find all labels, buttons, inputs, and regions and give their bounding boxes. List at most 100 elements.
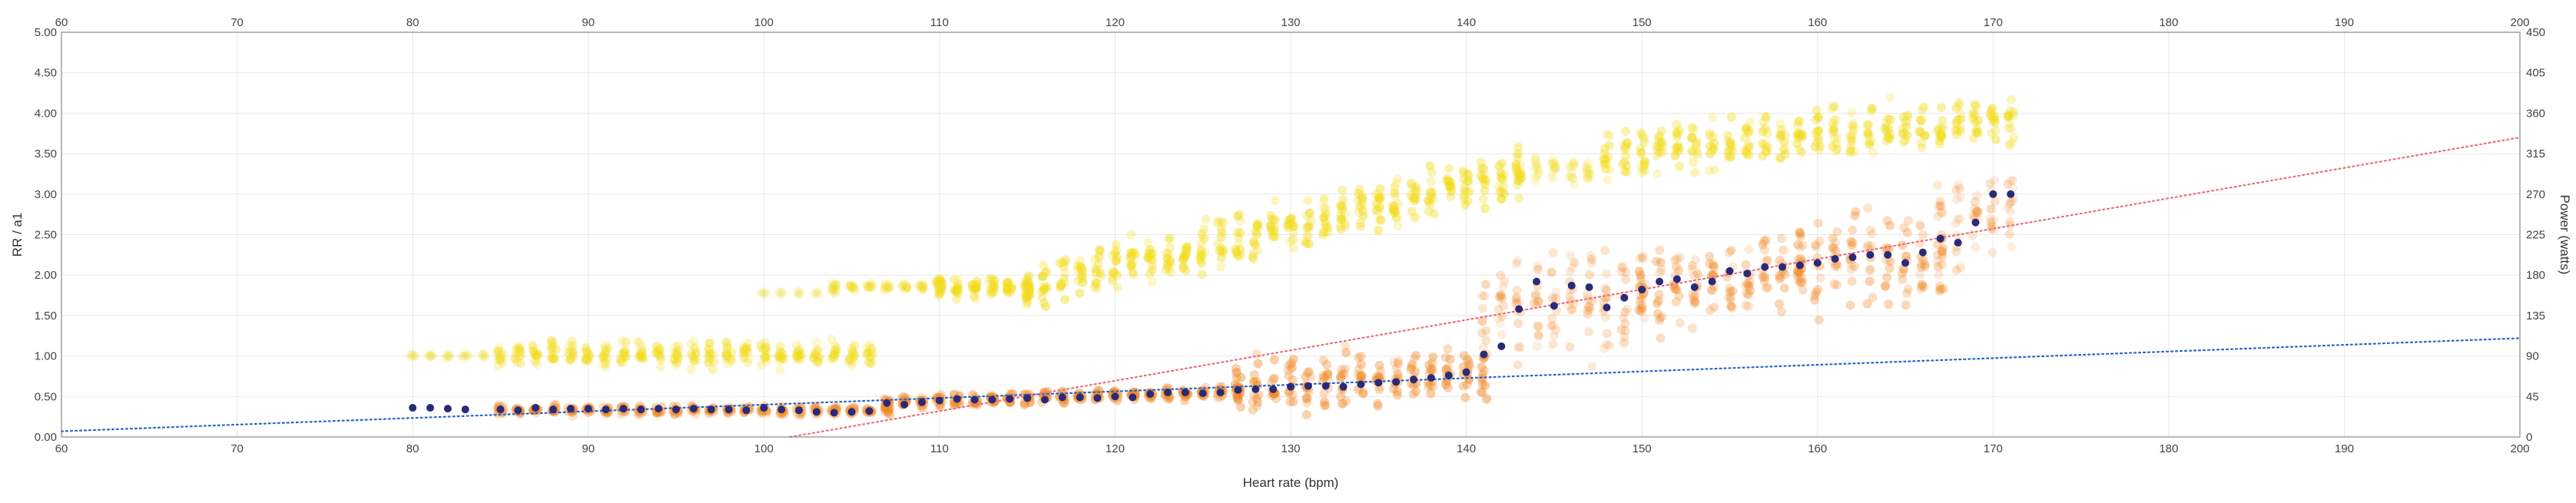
power-point: [1234, 233, 1244, 243]
rr-point: [1337, 364, 1347, 374]
power-point: [738, 346, 748, 356]
power-point: [867, 348, 877, 358]
power-point: [723, 359, 733, 369]
power-point: [1868, 147, 1878, 157]
power-point: [1464, 170, 1474, 180]
rr-point: [1477, 362, 1487, 372]
power-point: [990, 281, 1000, 291]
power-point: [832, 286, 842, 296]
power-point: [1354, 184, 1364, 194]
rr-point: [1863, 240, 1873, 250]
power-point: [1371, 199, 1381, 209]
power-point: [1655, 143, 1665, 153]
x-tick-label-top: 180: [2159, 16, 2178, 29]
rr-point: [1477, 328, 1487, 338]
power-point: [1335, 200, 1345, 210]
rr-point: [1709, 303, 1719, 313]
power-point: [1459, 194, 1469, 204]
rr-point: [1533, 331, 1543, 341]
power-point: [973, 280, 983, 290]
rr-point: [1850, 262, 1860, 272]
rr-point: [1655, 245, 1665, 255]
power-point: [1003, 277, 1013, 287]
a1-marker: [1480, 350, 1488, 359]
power-point: [637, 352, 647, 362]
rr-point: [1989, 225, 1999, 235]
a1-marker: [742, 406, 751, 415]
power-point: [1356, 194, 1366, 204]
power-point: [778, 353, 788, 363]
power-point: [1321, 218, 1331, 228]
power-point: [1003, 278, 1013, 288]
power-point: [1460, 186, 1470, 196]
power-point: [898, 279, 908, 289]
power-point: [1792, 130, 1802, 140]
power-point: [2004, 111, 2014, 121]
power-point: [845, 355, 855, 365]
power-point: [1374, 203, 1384, 213]
rr-point: [1793, 240, 1803, 250]
power-point: [849, 346, 859, 356]
power-point: [598, 352, 608, 362]
power-point: [794, 289, 804, 299]
power-point: [1972, 124, 1982, 134]
a1-marker: [1321, 382, 1330, 390]
power-point: [862, 348, 872, 358]
rr-point: [1848, 225, 1858, 235]
a1-marker: [1041, 395, 1049, 404]
a1-marker: [637, 405, 645, 414]
power-point: [1759, 142, 1769, 152]
power-point: [1936, 103, 1946, 113]
rr-point: [1971, 206, 1981, 216]
rr-point: [1812, 243, 1822, 253]
power-point: [832, 346, 842, 356]
power-point: [1709, 144, 1719, 154]
rr-point: [1672, 254, 1682, 264]
rr-point: [1688, 260, 1698, 270]
power-point: [529, 356, 539, 366]
power-point: [847, 347, 857, 357]
power-point: [426, 349, 436, 359]
power-point: [1090, 277, 1100, 287]
rr-point: [1652, 299, 1662, 309]
power-point: [1143, 237, 1153, 247]
rr-point: [1828, 233, 1838, 243]
power-point: [794, 290, 804, 299]
power-point: [862, 280, 872, 290]
power-point: [1218, 217, 1228, 227]
power-point: [968, 280, 978, 290]
power-point: [727, 348, 737, 358]
power-point: [445, 352, 455, 362]
power-point: [1881, 117, 1891, 127]
power-point: [1670, 150, 1680, 160]
power-point: [1319, 204, 1329, 213]
power-point: [706, 350, 716, 360]
power-point: [879, 286, 889, 296]
power-point: [1288, 243, 1298, 253]
power-point: [1060, 255, 1070, 265]
power-point: [1653, 169, 1663, 179]
power-point: [1567, 161, 1577, 171]
power-point: [546, 335, 556, 345]
power-point: [1687, 134, 1697, 144]
power-point: [1530, 155, 1540, 165]
rr-point: [1901, 300, 1911, 310]
power-point: [441, 350, 451, 360]
rr-point: [1745, 277, 1755, 287]
power-point: [1885, 93, 1895, 103]
power-point: [1620, 126, 1630, 136]
power-point: [811, 351, 821, 361]
power-point: [426, 352, 436, 362]
power-point: [846, 281, 856, 291]
rr-point: [1585, 305, 1595, 315]
power-point: [655, 355, 665, 365]
rr-point: [1336, 392, 1346, 402]
power-point: [1513, 170, 1523, 180]
power-point: [1406, 178, 1416, 188]
power-point: [972, 276, 982, 286]
power-point: [1776, 130, 1786, 140]
rr-point: [1252, 376, 1261, 386]
power-point: [637, 349, 647, 359]
rr-point: [1464, 374, 1474, 384]
power-point: [406, 350, 416, 360]
